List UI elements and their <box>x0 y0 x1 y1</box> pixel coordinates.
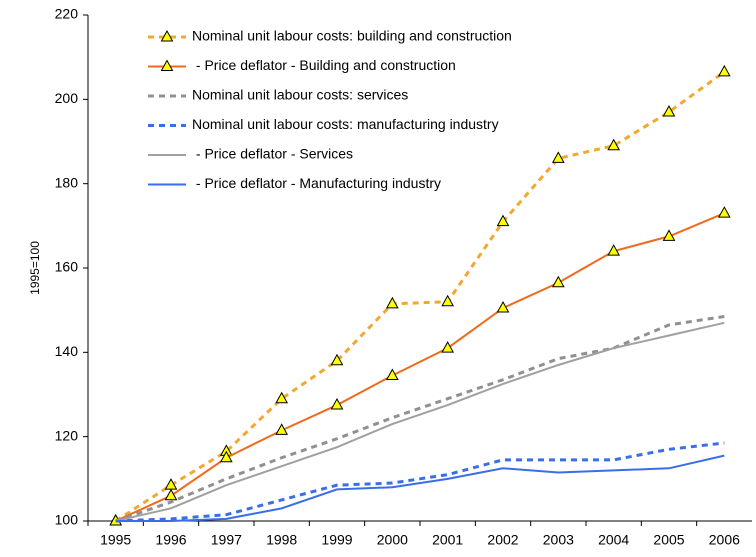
legend-label: - Price deflator - Building and construc… <box>192 57 456 73</box>
data-marker <box>551 151 565 163</box>
legend-label: Nominal unit labour costs: services <box>192 87 408 103</box>
data-marker <box>662 229 676 241</box>
data-marker <box>496 214 510 227</box>
data-marker <box>551 275 565 288</box>
y-tick-label: 100 <box>55 512 79 528</box>
data-marker <box>496 301 510 313</box>
data-marker <box>662 104 676 117</box>
data-marker <box>330 353 344 366</box>
y-tick-label: 180 <box>55 174 79 190</box>
series-line <box>115 441 725 523</box>
data-marker <box>607 244 621 256</box>
data-marker <box>275 391 289 404</box>
y-tick-label: 140 <box>55 343 79 359</box>
x-tick-label: 2002 <box>487 532 518 548</box>
x-tick-label: 1998 <box>266 532 297 548</box>
legend-label: - Price deflator - Manufacturing industr… <box>192 175 441 191</box>
x-tick-label: 2001 <box>432 532 463 548</box>
x-tick-label: 2006 <box>709 532 740 548</box>
data-marker <box>275 423 289 435</box>
legend-label: - Price deflator - Services <box>192 146 353 162</box>
data-marker <box>441 341 455 353</box>
series-line <box>115 212 725 522</box>
data-marker <box>330 398 344 410</box>
data-marker <box>164 488 178 501</box>
y-tick-label: 200 <box>55 90 79 106</box>
series-line <box>115 454 725 522</box>
y-tick-label: 220 <box>55 6 79 22</box>
legend-label: Nominal unit labour costs: building and … <box>192 28 512 44</box>
x-tick-label: 2000 <box>377 532 408 548</box>
data-marker <box>219 450 233 463</box>
y-tick-label: 160 <box>55 259 79 275</box>
x-tick-label: 2004 <box>598 532 629 548</box>
x-tick-label: 1997 <box>211 532 242 548</box>
x-tick-label: 1999 <box>321 532 352 548</box>
data-marker <box>717 206 731 218</box>
x-tick-label: 2005 <box>653 532 684 548</box>
y-axis-label: 1995=100 <box>28 241 42 295</box>
data-marker <box>607 138 621 151</box>
data-marker <box>717 64 731 77</box>
series-line <box>115 321 725 522</box>
series-line <box>115 315 725 523</box>
y-tick-label: 120 <box>55 427 79 443</box>
legend-label: Nominal unit labour costs: manufacturing… <box>192 116 499 132</box>
data-marker <box>385 296 399 309</box>
x-tick-label: 2003 <box>543 532 574 548</box>
legend-marker <box>160 29 174 42</box>
x-tick-label: 1995 <box>100 532 131 548</box>
x-tick-label: 1996 <box>155 532 186 548</box>
series-line <box>114 70 726 523</box>
data-marker <box>441 294 455 307</box>
legend-marker <box>160 59 174 71</box>
data-marker <box>385 368 399 381</box>
